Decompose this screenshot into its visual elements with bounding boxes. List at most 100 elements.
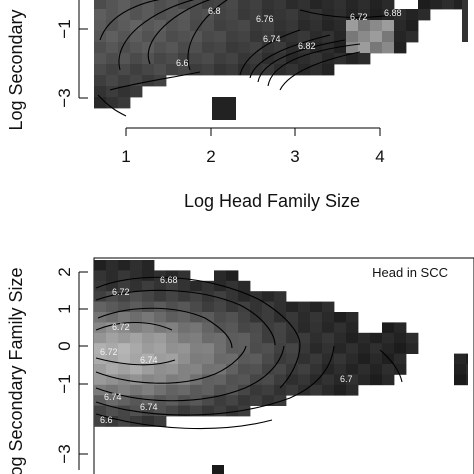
heatmap-cell	[226, 280, 239, 292]
heatmap-cell	[262, 20, 275, 32]
heatmap-cell	[286, 64, 299, 76]
heatmap-cell	[118, 86, 131, 98]
heatmap-cell	[310, 374, 323, 386]
heatmap-cell	[178, 322, 191, 334]
heatmap-cell	[202, 322, 215, 334]
heatmap-cell	[298, 374, 311, 386]
heatmap-cell	[262, 9, 275, 21]
heatmap-cell	[154, 332, 167, 344]
heatmap-cell	[322, 53, 335, 65]
heatmap-cell	[130, 416, 143, 427]
heatmap-cell	[118, 384, 131, 396]
top-y-tick-label: −1	[55, 19, 74, 38]
heatmap-cell	[190, 395, 203, 406]
contour-label: 6.76	[256, 14, 274, 24]
heatmap-cell	[106, 312, 119, 323]
heatmap-cell	[142, 301, 155, 313]
heatmap-cell	[334, 42, 347, 54]
heatmap-cell	[214, 20, 227, 32]
heatmap-cell	[298, 20, 311, 32]
heatmap-cell	[286, 364, 299, 375]
heatmap-cell	[442, 0, 455, 10]
heatmap-cell	[166, 312, 179, 323]
heatmap-cell	[178, 31, 191, 43]
heatmap-cell	[394, 42, 407, 54]
bottom-contour-lines	[95, 276, 403, 430]
heatmap-cell	[106, 301, 119, 313]
heatmap-cell	[166, 64, 179, 76]
heatmap-cell	[346, 353, 359, 365]
heatmap-cell	[190, 9, 203, 21]
heatmap-cell	[94, 86, 107, 98]
heatmap-cell	[346, 312, 359, 323]
heatmap-cell	[322, 31, 335, 43]
heatmap-cell	[226, 332, 239, 344]
heatmap-cell	[118, 322, 131, 334]
heatmap-cell	[154, 53, 167, 65]
top-heatmap-panel: 6.6 6.76 6.72 6.82 6.8 6.74 6.88 −1 −3 Log Sec…	[6, 0, 468, 211]
heatmap-cell	[130, 364, 143, 375]
heatmap-cell	[274, 374, 287, 386]
top-x-tick-label: 4	[375, 147, 384, 166]
heatmap-cell	[154, 384, 167, 396]
heatmap-cell	[286, 384, 299, 396]
heatmap-cell	[334, 332, 347, 344]
heatmap-cell	[286, 332, 299, 344]
heatmap-cell	[298, 9, 311, 21]
heatmap-cell	[106, 9, 119, 21]
heatmap-cell	[118, 0, 131, 10]
heatmap-cell	[130, 384, 143, 396]
heatmap-cell	[214, 42, 227, 54]
heatmap-cell	[202, 343, 215, 354]
heatmap-cell	[94, 384, 107, 396]
heatmap-cell	[142, 75, 155, 87]
heatmap-cell	[322, 42, 335, 54]
heatmap-cell	[262, 301, 275, 313]
heatmap-cell	[202, 0, 215, 10]
heatmap-cell	[130, 280, 143, 292]
top-x-tick-label: 3	[290, 147, 299, 166]
heatmap-cell	[212, 465, 224, 474]
heatmap-cell	[130, 374, 143, 386]
heatmap-cell	[142, 260, 155, 271]
heatmap-cell	[118, 75, 131, 87]
heatmap-cell	[214, 395, 227, 406]
heatmap-cell	[322, 20, 335, 32]
heatmap-cell	[226, 31, 239, 43]
contour-label: 6.72	[350, 12, 368, 22]
heatmap-cell	[214, 31, 227, 43]
heatmap-cell	[382, 343, 395, 354]
heatmap-cell	[310, 42, 323, 54]
heatmap-cell	[274, 0, 287, 10]
heatmap-cell	[250, 332, 263, 344]
heatmap-cell	[274, 301, 287, 313]
heatmap-cell	[238, 53, 251, 65]
heatmap-cell	[94, 301, 107, 313]
contour-label: 6.8	[208, 6, 221, 16]
top-x-tick-label: 2	[206, 147, 215, 166]
heatmap-cell	[358, 332, 371, 344]
heatmap-cell	[94, 343, 107, 354]
heatmap-cell	[310, 384, 323, 396]
heatmap-cell	[250, 42, 263, 54]
heatmap-cell	[238, 322, 251, 334]
heatmap-cell	[346, 332, 359, 344]
heatmap-cell	[466, 374, 468, 386]
contour-line	[97, 307, 233, 349]
heatmap-cell	[382, 364, 395, 375]
heatmap-cell	[202, 42, 215, 54]
heatmap-cell	[130, 86, 143, 98]
bottom-heatmap-cells	[94, 260, 468, 474]
heatmap-cell	[130, 353, 143, 365]
heatmap-cell	[118, 270, 131, 282]
heatmap-cell	[142, 9, 155, 21]
heatmap-cell	[166, 53, 179, 65]
heatmap-cell	[142, 374, 155, 386]
contour-label: 6.88	[384, 8, 402, 18]
heatmap-cell	[178, 364, 191, 375]
heatmap-cell	[238, 395, 251, 406]
contour-line	[95, 345, 335, 416]
heatmap-cell	[238, 312, 251, 323]
heatmap-cell	[214, 374, 227, 386]
heatmap-cell	[202, 353, 215, 365]
